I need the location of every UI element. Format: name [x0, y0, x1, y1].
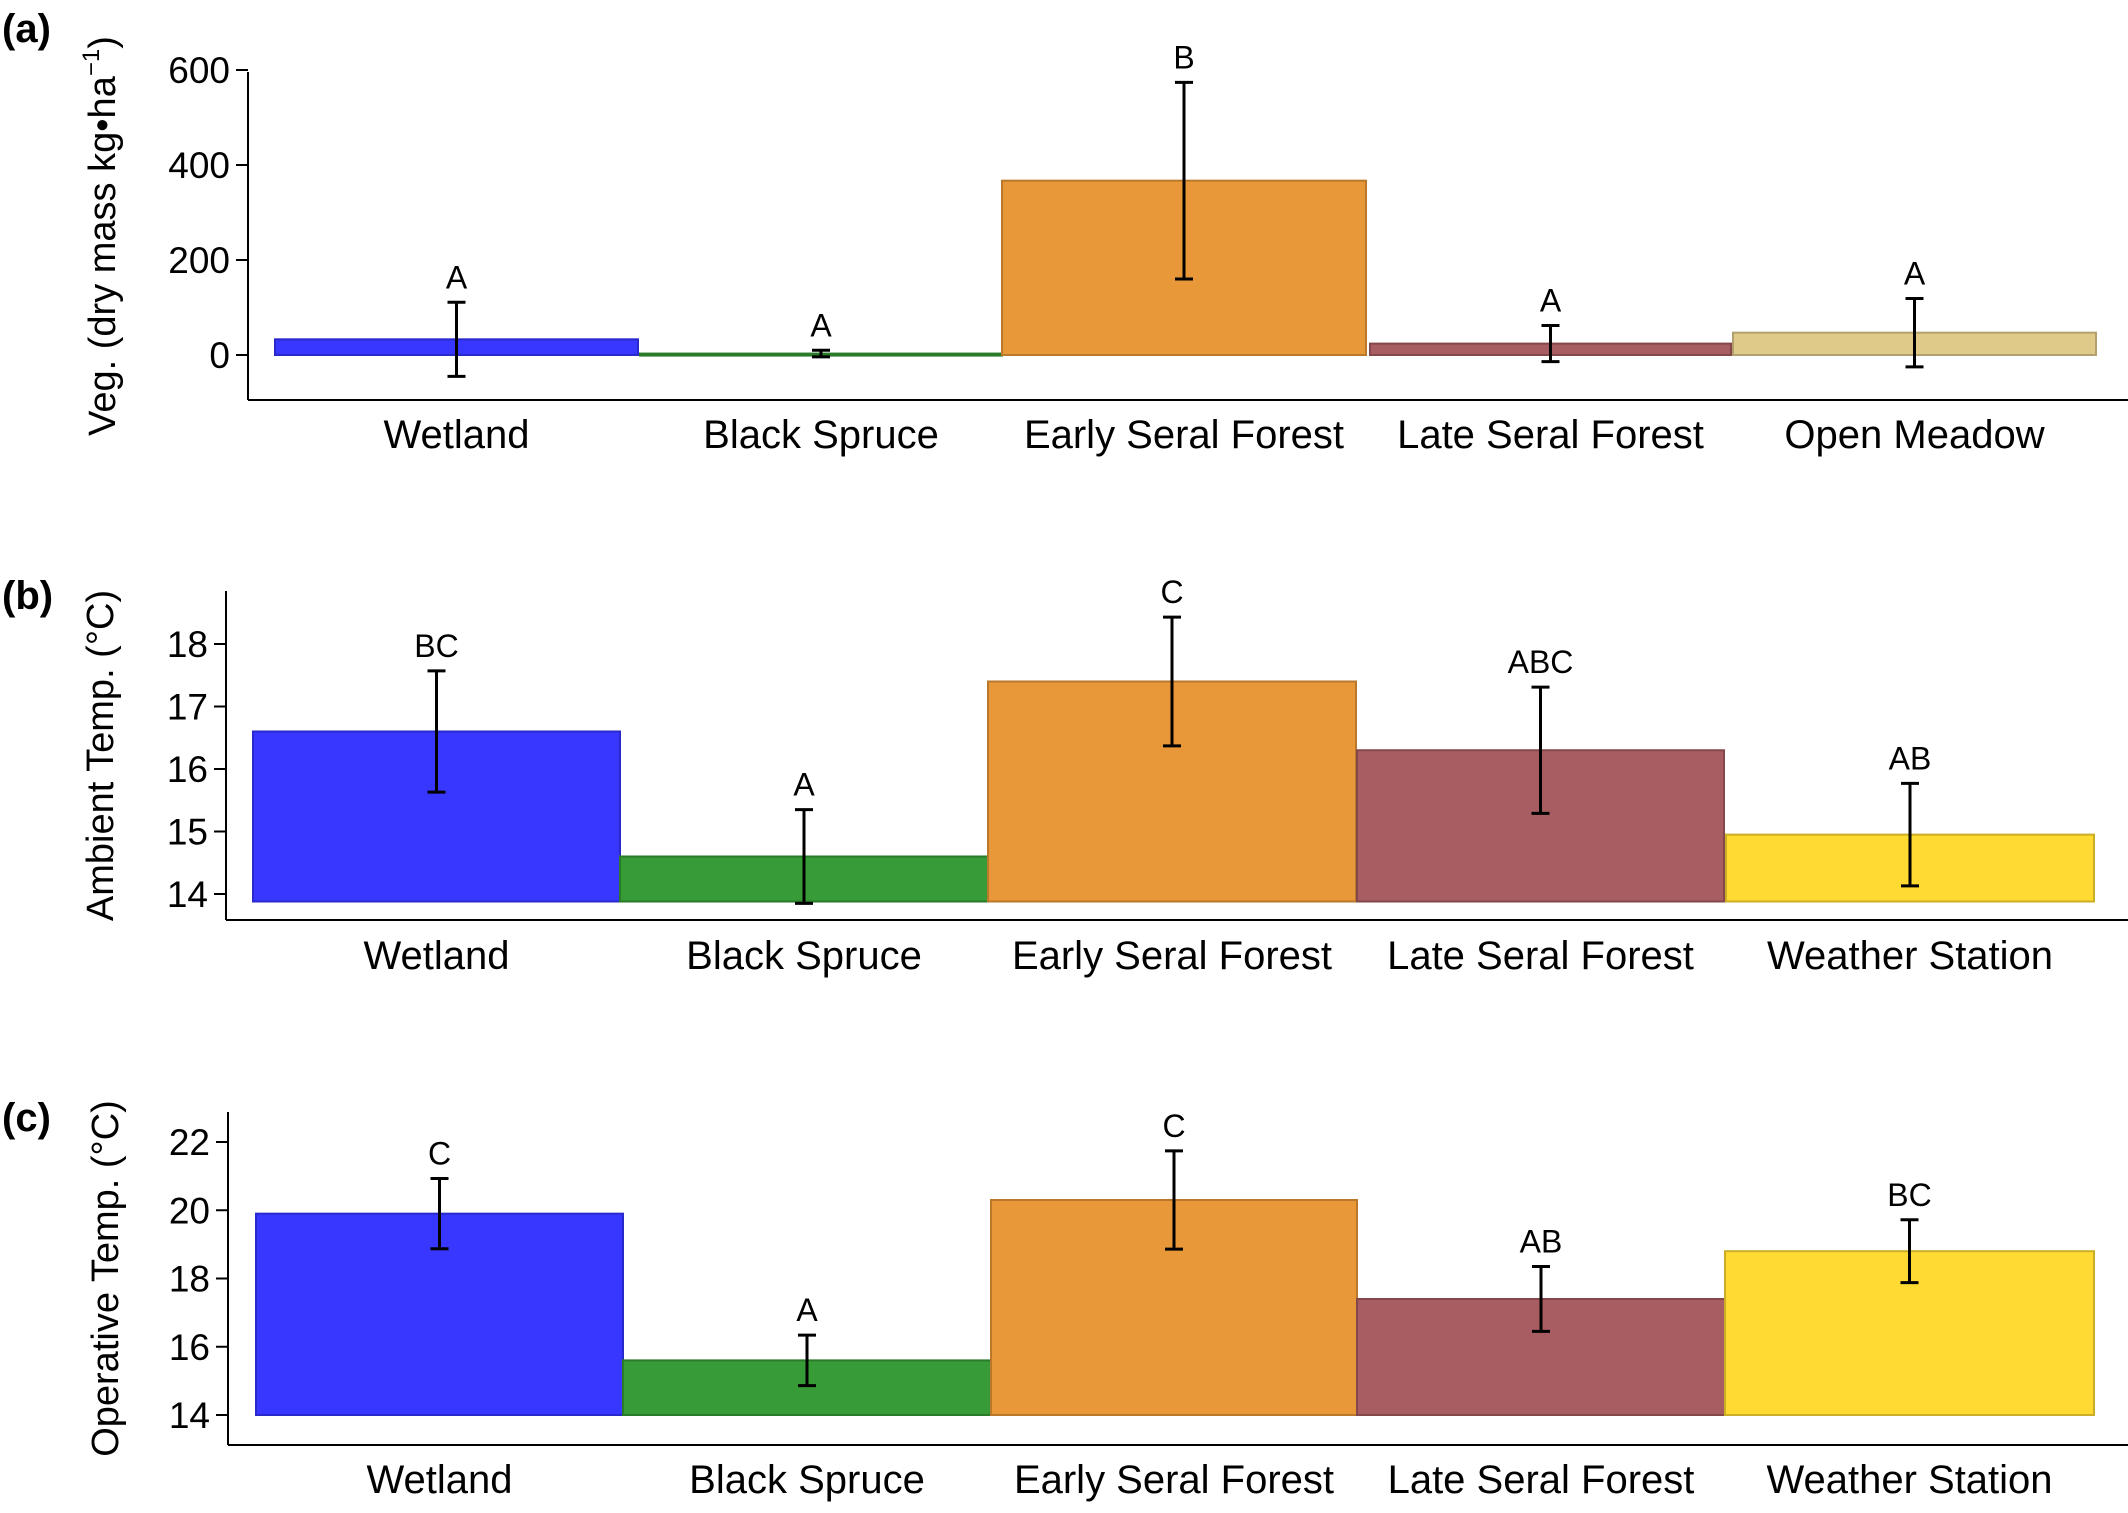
- y-tick-label: 15: [167, 812, 208, 853]
- x-tick-label: Black Spruce: [703, 413, 939, 457]
- y-tick-label: 400: [168, 145, 230, 186]
- y-tick-label: 14: [169, 1395, 210, 1436]
- significance-label: A: [1904, 255, 1926, 291]
- y-tick-label: 600: [168, 50, 230, 91]
- panel-letter: (a): [2, 7, 51, 51]
- x-tick-label: Early Seral Forest: [1012, 934, 1332, 978]
- y-axis-label-text: Veg. (dry mass kg•ha: [82, 75, 124, 436]
- y-tick-label: 16: [167, 749, 208, 790]
- significance-label: A: [796, 1292, 818, 1328]
- x-tick-label: Early Seral Forest: [1014, 1458, 1334, 1502]
- y-axis-label-superscript: −1: [78, 49, 105, 76]
- panel-letter: (c): [2, 1096, 51, 1140]
- y-axis-label-close: ): [82, 36, 124, 49]
- x-tick-label: Late Seral Forest: [1387, 934, 1694, 978]
- significance-label: C: [428, 1136, 451, 1172]
- x-tick-label: Black Spruce: [686, 934, 922, 978]
- significance-label: B: [1173, 39, 1194, 75]
- y-tick-label: 200: [168, 240, 230, 281]
- significance-label: A: [1540, 283, 1562, 319]
- y-tick-label: 22: [169, 1122, 210, 1163]
- significance-label: AB: [1520, 1224, 1563, 1260]
- x-tick-label: Late Seral Forest: [1388, 1458, 1695, 1502]
- y-tick-label: 16: [169, 1327, 210, 1368]
- significance-label: A: [793, 767, 815, 803]
- panel-a: (a) Veg. (dry mass kg•ha−1) 0 200 400 600 A Wet…: [2, 7, 2128, 457]
- x-tick-label: Early Seral Forest: [1024, 413, 1344, 457]
- significance-label: A: [810, 307, 832, 343]
- y-tick-label: 17: [167, 687, 208, 728]
- significance-label: C: [1162, 1108, 1185, 1144]
- significance-label: BC: [414, 628, 458, 664]
- x-tick-label: Wetland: [383, 413, 529, 457]
- significance-label: A: [446, 259, 468, 295]
- y-axis-label: Operative Temp. (°C): [85, 1100, 127, 1457]
- x-tick-label: Weather Station: [1767, 934, 2053, 978]
- y-axis-label: Ambient Temp. (°C): [80, 590, 122, 921]
- x-tick-label: Open Meadow: [1784, 413, 2044, 457]
- panel-c: (c) Operative Temp. (°C) 14 16 18 20 22 C Wetlan…: [2, 1096, 2128, 1502]
- x-tick-label: Weather Station: [1766, 1458, 2052, 1502]
- x-tick-label: Wetland: [363, 934, 509, 978]
- significance-label: ABC: [1508, 644, 1574, 680]
- y-axis-label: Veg. (dry mass kg•ha−1): [78, 36, 124, 436]
- significance-label: BC: [1887, 1177, 1931, 1213]
- x-tick-label: Black Spruce: [689, 1458, 925, 1502]
- panel-letter: (b): [2, 574, 53, 618]
- significance-label: C: [1160, 574, 1183, 610]
- x-tick-label: Wetland: [366, 1458, 512, 1502]
- y-axis-label-text: Ambient Temp. (°C): [80, 590, 122, 921]
- y-tick-label: 14: [167, 874, 208, 915]
- y-tick-label: 18: [169, 1259, 210, 1300]
- y-tick-label: 0: [209, 335, 230, 376]
- panel-b: (b) Ambient Temp. (°C) 14 15 16 17 18 BC Wetland…: [2, 574, 2128, 978]
- y-tick-label: 18: [167, 624, 208, 665]
- y-axis-label-text: Operative Temp. (°C): [85, 1100, 127, 1457]
- y-tick-label: 20: [169, 1190, 210, 1231]
- significance-label: AB: [1889, 740, 1932, 776]
- x-tick-label: Late Seral Forest: [1397, 413, 1704, 457]
